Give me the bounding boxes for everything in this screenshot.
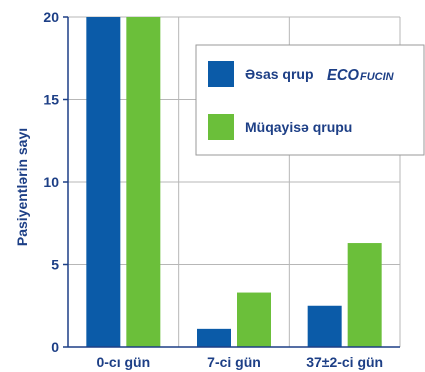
y-axis-label: Pasiyentlərin sayı: [14, 128, 30, 246]
bar-s1-c0: [126, 17, 161, 347]
bars: [86, 17, 382, 347]
legend-label-esas-qrup: Əsas qrup: [245, 66, 314, 82]
legend: Əsas qrup ECO FUCIN Müqayisə qrupu: [195, 44, 425, 156]
y-tick-label: 10: [43, 174, 59, 190]
bar-s0-c1: [197, 328, 231, 347]
y-tick-label: 0: [51, 339, 59, 355]
y-tick-labels: 0 5 10 15 20: [43, 9, 68, 355]
legend-label-muqayise-qrupu: Müqayisə qrupu: [245, 119, 352, 135]
bar-s0-c0: [86, 17, 121, 347]
ecofucin-logo-eco: ECO: [327, 67, 360, 84]
x-tick-label: 0-cı gün: [96, 354, 150, 370]
x-tick-label: 37±2-ci gün: [306, 354, 383, 370]
x-category-labels: 0-cı gün 7-ci gün 37±2-ci gün: [96, 354, 383, 370]
bar-s0-c2: [307, 305, 342, 347]
legend-swatch-esas-qrup: [208, 61, 234, 87]
bar-s1-c1: [237, 292, 271, 347]
ecofucin-logo: ECO FUCIN: [327, 67, 395, 84]
y-tick-label: 20: [43, 9, 59, 25]
ecofucin-logo-fucin: FUCIN: [360, 71, 395, 83]
x-tick-label: 7-ci gün: [207, 354, 261, 370]
bar-s1-c2: [347, 243, 382, 347]
legend-swatch-muqayise-qrupu: [208, 114, 234, 140]
y-tick-label: 15: [43, 92, 59, 108]
y-tick-label: 5: [51, 257, 59, 273]
